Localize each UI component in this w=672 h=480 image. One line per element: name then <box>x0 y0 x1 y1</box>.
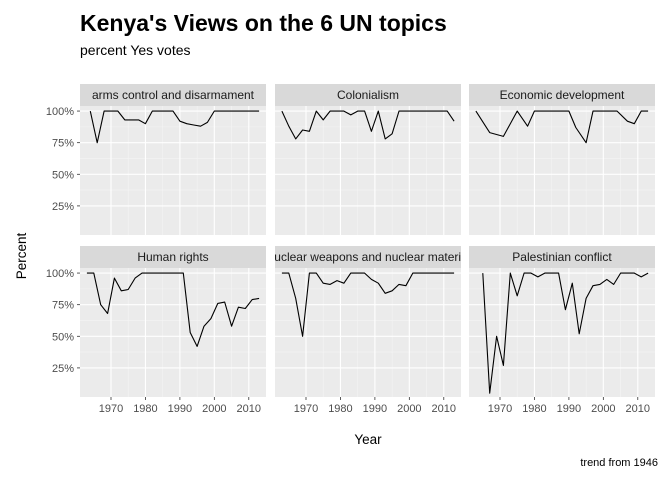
x-tick-label: 1970 <box>294 403 318 415</box>
x-tick-label: 1990 <box>363 403 387 415</box>
x-tick-label: 2010 <box>432 403 456 415</box>
series-line <box>86 272 260 347</box>
y-tick-label: 50% <box>52 169 74 181</box>
facet-panel: Human rights 25% 50% 75% 100% 1970 1980 1990 200… <box>46 246 266 415</box>
facet-panel: arms control and disarmament 25% 50% 75% 100… <box>46 84 266 235</box>
x-tick-label: 2000 <box>202 403 226 415</box>
chart-caption: trend from 1946 <box>580 457 658 469</box>
y-tick-label: 75% <box>52 300 74 312</box>
facet-strip <box>275 84 461 106</box>
facet-strip-label: Economic development <box>500 88 625 102</box>
y-tick-label: 75% <box>52 138 74 150</box>
facet-strip <box>275 246 461 268</box>
x-tick-label: 1980 <box>133 403 157 415</box>
x-tick-label: 2010 <box>237 403 261 415</box>
chart-title: Kenya's Views on the 6 UN topics <box>80 10 447 36</box>
series-line <box>89 110 260 144</box>
facet-strip-label: Colonialism <box>337 88 399 102</box>
series-line <box>281 110 455 140</box>
facet-panel: Economic development <box>469 84 655 235</box>
y-tick-label: 100% <box>46 106 74 118</box>
x-axis-title: Year <box>354 432 382 447</box>
facet-panels: arms control and disarmament 25% 50% 75% 100… <box>46 84 655 415</box>
y-tick-label: 25% <box>52 363 74 375</box>
x-tick-label: 2010 <box>626 403 650 415</box>
y-axis-title: Percent <box>14 232 29 279</box>
y-tick-label: 25% <box>52 201 74 213</box>
y-tick-label: 100% <box>46 268 74 280</box>
facet-strip <box>80 246 266 268</box>
facet-panel: Nuclear weapons and nuclear material 1970… <box>266 246 471 415</box>
panel-background <box>80 268 266 397</box>
series-line <box>482 272 649 394</box>
panel-background <box>275 106 461 235</box>
facet-strip-label: Human rights <box>137 250 208 264</box>
facet-panel: Palestinian conflict 1970 1980 1990 2000 2010 <box>469 246 655 415</box>
x-tick-label: 1970 <box>488 403 512 415</box>
facet-strip-label: arms control and disarmament <box>92 88 255 102</box>
facet-strip-label: Palestinian conflict <box>512 250 612 264</box>
facet-panel: Colonialism <box>275 84 461 235</box>
panel-background <box>469 268 655 397</box>
x-tick-label: 2000 <box>397 403 421 415</box>
facet-strip-label: Nuclear weapons and nuclear material <box>266 250 471 264</box>
x-tick-label: 1990 <box>557 403 581 415</box>
x-tick-label: 1970 <box>99 403 123 415</box>
chart-subtitle: percent Yes votes <box>80 42 191 58</box>
facet-strip <box>469 246 655 268</box>
facet-strip <box>80 84 266 106</box>
x-tick-label: 1990 <box>168 403 192 415</box>
panel-background <box>80 106 266 235</box>
facet-strip <box>469 84 655 106</box>
panel-background <box>469 106 655 235</box>
series-line <box>475 110 649 144</box>
x-tick-label: 2000 <box>591 403 615 415</box>
y-tick-label: 50% <box>52 331 74 343</box>
x-tick-label: 1980 <box>522 403 546 415</box>
x-tick-label: 1980 <box>328 403 352 415</box>
series-line <box>281 272 455 337</box>
